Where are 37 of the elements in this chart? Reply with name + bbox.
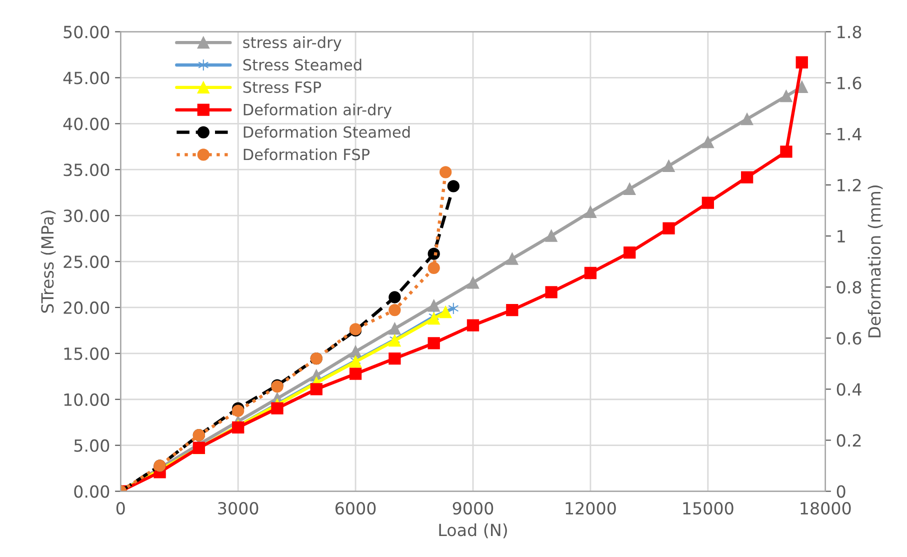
x-tick-label: 9000	[452, 502, 494, 515]
x-tick-label: 3000	[218, 502, 258, 515]
y2-tick-label: 0	[836, 485, 846, 498]
legend-label: Stress Steamed	[243, 58, 362, 71]
y-tick-label: 0.00	[74, 485, 110, 498]
y-tick-label: 45.00	[63, 72, 110, 84]
y2-tick-label: 1.6	[838, 76, 862, 90]
x-tick-label: 0	[116, 502, 125, 515]
y-tick-label: 5.00	[74, 439, 110, 452]
y-tick-label: 20.00	[64, 301, 110, 314]
y-axis-title: STress (MPa)	[40, 210, 56, 313]
y2-tick-label: 1.2	[838, 178, 861, 192]
x-tick-label: 18000	[800, 502, 851, 515]
legend-label: Stress FSP	[243, 81, 322, 93]
y2-tick-label: 0.2	[836, 434, 861, 447]
y2-tick-label: 0.8	[836, 281, 862, 294]
y2-tick-label: 1.8	[838, 26, 862, 38]
y-tick-label: 15.00	[64, 347, 110, 360]
x-axis-title: Load (N)	[439, 523, 507, 538]
legend-label: Deformation Steamed	[244, 126, 410, 138]
y2-tick-label: 1.4	[838, 128, 862, 140]
y2-axis-title: Deformation (mm)	[868, 186, 883, 338]
y-tick-label: 30.00	[64, 210, 110, 222]
y-tick-label: 10.00	[64, 393, 110, 406]
legend-label: Deformation FSP	[244, 148, 370, 160]
y2-tick-label: 1	[838, 230, 845, 242]
y-tick-label: 40.00	[63, 118, 110, 130]
y-tick-label: 50.00	[64, 26, 110, 38]
x-tick-label: 15000	[683, 502, 734, 515]
y2-tick-label: 0.4	[836, 383, 862, 396]
y2-tick-label: 0.6	[836, 332, 862, 345]
legend-label: stress air-dry	[243, 36, 342, 52]
y-tick-label: 25.00	[64, 255, 110, 268]
x-tick-label: 6000	[336, 502, 376, 515]
y-tick-label: 35.00	[64, 164, 110, 176]
x-tick-label: 12000	[566, 502, 616, 515]
legend-label: Deformation air-dry	[244, 104, 392, 118]
